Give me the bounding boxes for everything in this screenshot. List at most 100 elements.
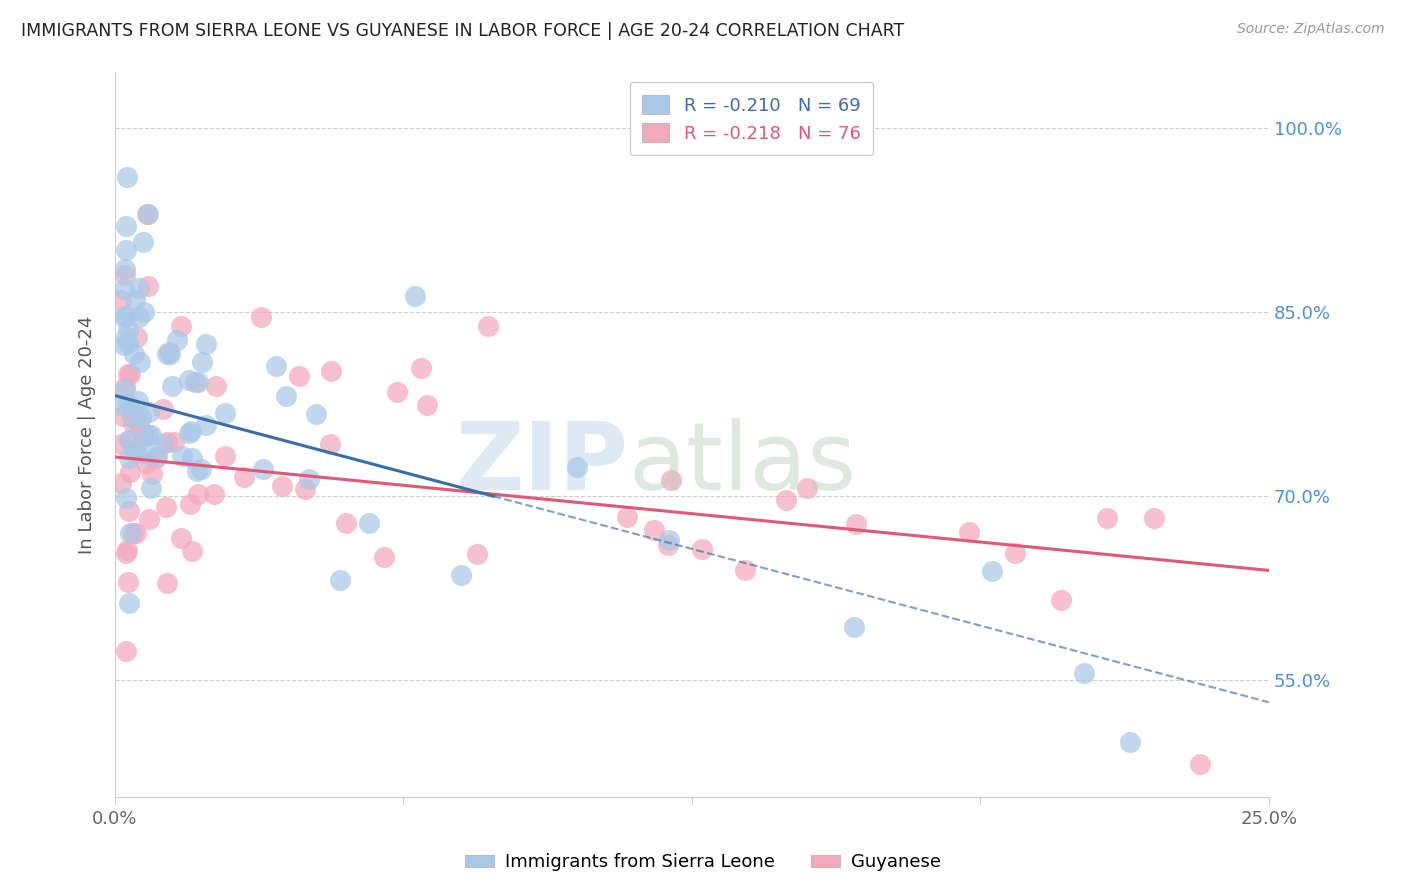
Point [122,410,145,425]
Point [125,443,148,458]
Point [1097,510,1119,524]
Point [179,497,201,511]
Point [110,293,132,307]
Point [180,451,202,466]
Point [385,385,408,400]
Point [132,235,155,250]
Point [186,464,208,478]
Point [214,406,236,420]
Point [112,409,135,423]
Point [136,207,159,221]
Point [177,373,200,387]
Point [122,347,145,361]
Point [121,526,143,541]
Point [404,289,426,303]
Point [117,574,139,589]
Point [616,509,638,524]
Point [117,542,139,557]
Point [118,503,141,517]
Point [136,428,159,442]
Point [233,470,256,484]
Point [114,268,136,283]
Point [115,329,138,343]
Point [117,397,139,411]
Point [195,337,218,351]
Point [125,409,148,423]
Point [125,329,148,343]
Point [276,389,298,403]
Point [159,347,181,361]
Text: Source: ZipAtlas.com: Source: ZipAtlas.com [1237,22,1385,37]
Point [155,500,177,514]
Point [120,465,142,479]
Point [115,219,138,234]
Point [110,437,132,451]
Point [181,544,204,558]
Point [981,564,1004,578]
Point [134,428,156,442]
Point [373,550,395,565]
Point [132,427,155,442]
Point [112,338,135,352]
Point [112,282,135,296]
Point [162,379,184,393]
Point [152,437,174,451]
Point [157,345,180,359]
Point [124,293,146,308]
Point [118,450,141,465]
Point [111,398,134,412]
Point [842,619,865,633]
Point [121,409,143,424]
Point [658,533,681,547]
Point [565,459,588,474]
Point [156,347,179,361]
Point [117,367,139,381]
Point [187,375,209,389]
Point [775,492,797,507]
Point [1004,546,1026,560]
Point [1119,734,1142,748]
Point [129,409,152,424]
Point [250,310,273,324]
Point [298,472,321,486]
Point [139,428,162,442]
Point [270,479,292,493]
Point [120,526,142,541]
Point [117,323,139,337]
Point [117,434,139,448]
Point [139,481,162,495]
Point [1188,757,1211,772]
Point [138,405,160,419]
Point [115,546,138,560]
Point [125,525,148,540]
Point [114,491,136,505]
Point [117,335,139,350]
Point [124,446,146,460]
Point [187,487,209,501]
Point [409,361,432,376]
Point [114,380,136,394]
Legend: R = -0.210   N = 69, R = -0.218   N = 76: R = -0.210 N = 69, R = -0.218 N = 76 [630,82,873,155]
Point [146,449,169,463]
Point [118,434,141,448]
Point [166,333,188,347]
Point [415,399,437,413]
Point [205,379,228,393]
Point [845,516,868,531]
Point [319,364,342,378]
Point [357,516,380,531]
Point [1073,666,1095,681]
Point [128,280,150,294]
Point [465,547,488,561]
Point [110,475,132,490]
Point [287,368,309,383]
Point [170,318,193,333]
Text: IMMIGRANTS FROM SIERRA LEONE VS GUYANESE IN LABOR FORCE | AGE 20-24 CORRELATION : IMMIGRANTS FROM SIERRA LEONE VS GUYANESE… [21,22,904,40]
Point [115,644,138,658]
Text: atlas: atlas [628,417,856,510]
Point [118,596,141,610]
Point [120,403,142,417]
Point [129,355,152,369]
Text: ZIP: ZIP [456,417,628,510]
Point [450,568,472,582]
